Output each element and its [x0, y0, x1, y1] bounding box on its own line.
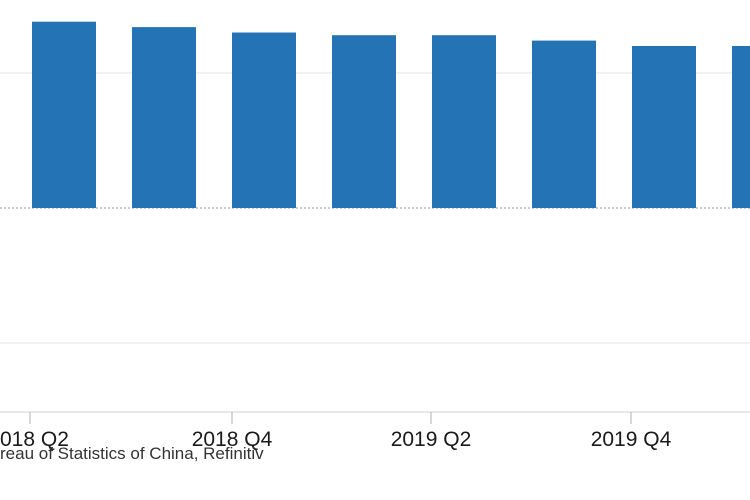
source-note: reau of Statistics of China, Refinitiv	[0, 444, 264, 463]
x-tick-label-0: 018 Q2	[0, 428, 69, 451]
bar-2019-q1	[432, 35, 496, 209]
x-tick-label-2: 2019 Q2	[391, 428, 472, 451]
bar-2018-q3	[232, 32, 296, 208]
x-tick-label-1: 2018 Q4	[192, 428, 273, 451]
chart-bars	[32, 21, 750, 209]
x-tick-label-3: 2019 Q4	[591, 428, 672, 451]
bar-2019-q3	[632, 46, 696, 208]
x-axis-tick-labels: 018 Q2 2018 Q4 2019 Q2 2019 Q4	[0, 428, 672, 451]
bar-2019-q2	[532, 40, 596, 208]
x-axis	[0, 411, 750, 424]
bar-2018-q4	[332, 35, 396, 209]
bar-2019-q4	[732, 46, 750, 208]
bar-2018-q2	[132, 27, 196, 208]
bar-2018-q1	[32, 21, 96, 209]
